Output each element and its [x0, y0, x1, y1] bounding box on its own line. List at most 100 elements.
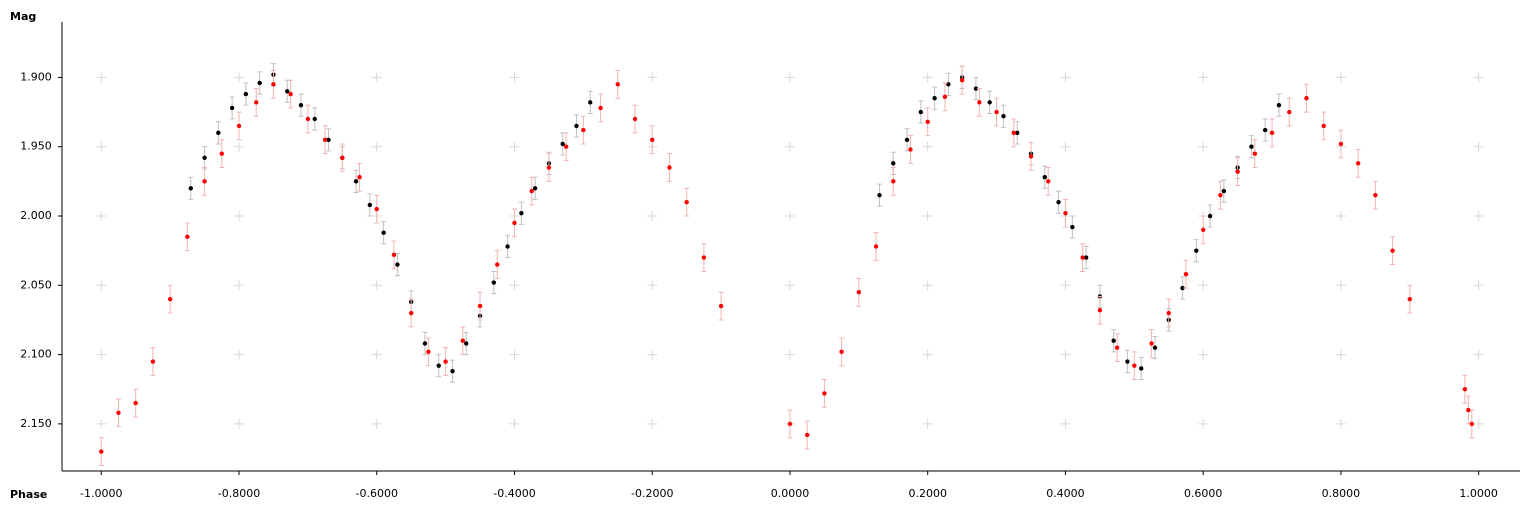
- data-point: [973, 86, 979, 91]
- data-point: [1304, 96, 1309, 101]
- data-point: [1183, 272, 1189, 277]
- grid-cross: [784, 141, 795, 152]
- data-point: [150, 359, 156, 364]
- grid-cross: [1473, 211, 1484, 222]
- grid-cross: [647, 418, 658, 429]
- data-point: [1200, 227, 1206, 233]
- grid-cross: [1335, 280, 1346, 291]
- grid-cross: [647, 349, 658, 360]
- grid-cross: [647, 72, 658, 83]
- data-point: [1125, 359, 1130, 364]
- data-point: [243, 91, 249, 97]
- data-point: [581, 127, 586, 133]
- x-tick-label: 0.2000: [908, 487, 947, 500]
- grid-cross: [1198, 349, 1209, 360]
- data-point: [873, 244, 879, 249]
- data-point: [574, 123, 579, 129]
- data-point: [1321, 123, 1326, 129]
- data-point: [322, 137, 328, 142]
- data-point: [632, 116, 638, 122]
- data-point: [1221, 188, 1227, 194]
- data-point: [312, 116, 317, 122]
- data-point: [1152, 345, 1158, 350]
- data-point: [1166, 310, 1171, 316]
- y-tick-label: 1.950: [20, 140, 52, 153]
- y-tick-label: 2.050: [20, 278, 52, 291]
- grid-cross: [1060, 141, 1071, 152]
- data-point: [1070, 224, 1075, 230]
- grid-cross: [509, 141, 520, 152]
- data-point: [216, 130, 221, 136]
- data-point: [326, 137, 331, 142]
- data-point: [436, 363, 441, 368]
- grid-cross: [371, 349, 382, 360]
- data-point: [839, 349, 844, 355]
- grid-cross: [784, 349, 795, 360]
- grid-cross: [784, 211, 795, 222]
- x-tick-label: -1.0000: [80, 487, 122, 500]
- data-point: [822, 391, 827, 396]
- data-point: [891, 161, 896, 166]
- data-point: [477, 303, 483, 309]
- grid-cross: [647, 211, 658, 222]
- data-point: [202, 155, 207, 161]
- data-point: [1466, 407, 1471, 413]
- data-point: [994, 109, 999, 115]
- data-point: [1407, 296, 1413, 302]
- data-point: [1011, 130, 1016, 136]
- grid-cross: [922, 72, 933, 83]
- grid-cross: [1473, 418, 1484, 429]
- grid-cross: [509, 418, 520, 429]
- grid-cross: [1473, 280, 1484, 291]
- grid-cross: [1198, 72, 1209, 83]
- y-tick-label: 2.150: [20, 417, 52, 430]
- data-point: [202, 179, 207, 184]
- data-point: [560, 141, 565, 147]
- data-point: [1390, 248, 1395, 253]
- data-point: [512, 220, 517, 226]
- y-tick-label: 2.000: [20, 209, 52, 222]
- data-point: [1042, 175, 1047, 180]
- x-tick-label: 1.0000: [1459, 487, 1498, 500]
- grid-cross: [233, 141, 244, 152]
- data-point: [519, 211, 524, 216]
- data-point: [1469, 421, 1474, 427]
- data-point: [987, 100, 992, 105]
- grid-cross: [509, 280, 520, 291]
- data-point: [546, 165, 552, 170]
- grid-cross: [1198, 141, 1209, 152]
- data-point: [787, 421, 793, 427]
- data-point: [1083, 255, 1089, 260]
- grid-cross: [784, 280, 795, 291]
- data-point: [443, 359, 448, 364]
- data-point: [1338, 141, 1344, 147]
- data-point: [505, 244, 510, 249]
- data-point: [532, 186, 538, 191]
- data-point: [667, 165, 672, 170]
- data-point: [353, 179, 359, 184]
- y-axis-title: Mag: [10, 10, 36, 23]
- data-point: [1028, 154, 1034, 159]
- grid-cross: [1198, 280, 1209, 291]
- y-tick-label: 1.900: [20, 70, 52, 83]
- grid-cross: [233, 349, 244, 360]
- grid-cross: [96, 418, 107, 429]
- grid-cross: [371, 280, 382, 291]
- data-point: [1276, 102, 1282, 108]
- data-point: [1097, 308, 1103, 313]
- data-point: [1149, 341, 1154, 346]
- data-point: [408, 310, 414, 316]
- data-point: [588, 100, 593, 105]
- data-point: [460, 338, 466, 343]
- data-point: [718, 303, 724, 309]
- data-point: [285, 89, 290, 94]
- grid-cross: [1335, 72, 1346, 83]
- x-tick-label: -0.6000: [356, 487, 398, 500]
- grid-cross: [647, 280, 658, 291]
- grid-cross: [1335, 418, 1346, 429]
- data-point: [1207, 213, 1213, 219]
- grid-cross: [1335, 349, 1346, 360]
- data-point: [1015, 130, 1020, 136]
- data-point: [1139, 366, 1144, 371]
